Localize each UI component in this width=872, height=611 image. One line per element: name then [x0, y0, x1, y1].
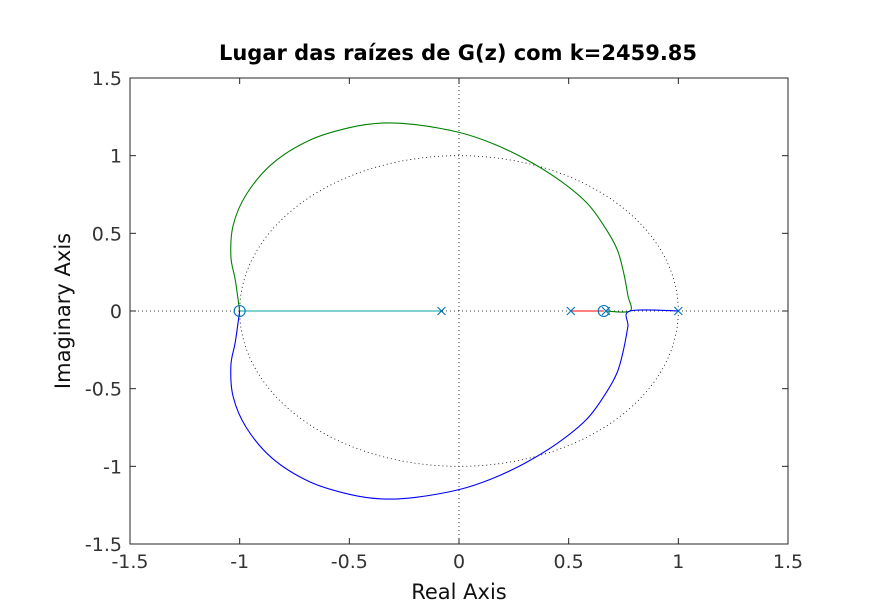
x-tick-label: 0.5 [554, 551, 584, 573]
locus-branch-1 [230, 122, 632, 313]
pole-marker-2 [566, 306, 576, 316]
x-tick-label: 0 [453, 551, 465, 573]
pole-marker-4 [673, 306, 683, 316]
zero-marker-1 [233, 304, 246, 318]
locus-branches [230, 122, 679, 500]
x-tick-label: 1.5 [773, 551, 803, 573]
x-tick-label: -1.5 [111, 551, 148, 573]
pole-zero-markers [233, 304, 683, 318]
x-axis-label: Real Axis [411, 580, 507, 604]
x-tick-label: -0.5 [331, 551, 368, 573]
y-tick-label: 0.5 [92, 223, 122, 245]
chart-title: Lugar das raízes de G(z) com k=2459.85 [219, 41, 697, 65]
y-tick-label: 0 [110, 301, 122, 323]
zero-marker-2 [597, 304, 610, 318]
y-tick-label: -0.5 [85, 379, 122, 401]
y-tick-label: 1.5 [92, 68, 122, 90]
y-tick-label: -1 [103, 456, 122, 478]
axis-ticks: -1.5 -1 -0.5 0 0.5 1 1.5 -1.5 -1 -0.5 0 0.5 1 1.5 [85, 68, 803, 573]
x-tick-label: -1 [230, 551, 249, 573]
x-tick-label: 1 [672, 551, 684, 573]
locus-branch-2 [230, 309, 679, 500]
y-tick-label: -1.5 [85, 534, 122, 556]
y-axis-label: Imaginary Axis [51, 233, 75, 389]
pole-marker-1 [437, 306, 446, 316]
y-tick-label: 1 [110, 146, 122, 168]
